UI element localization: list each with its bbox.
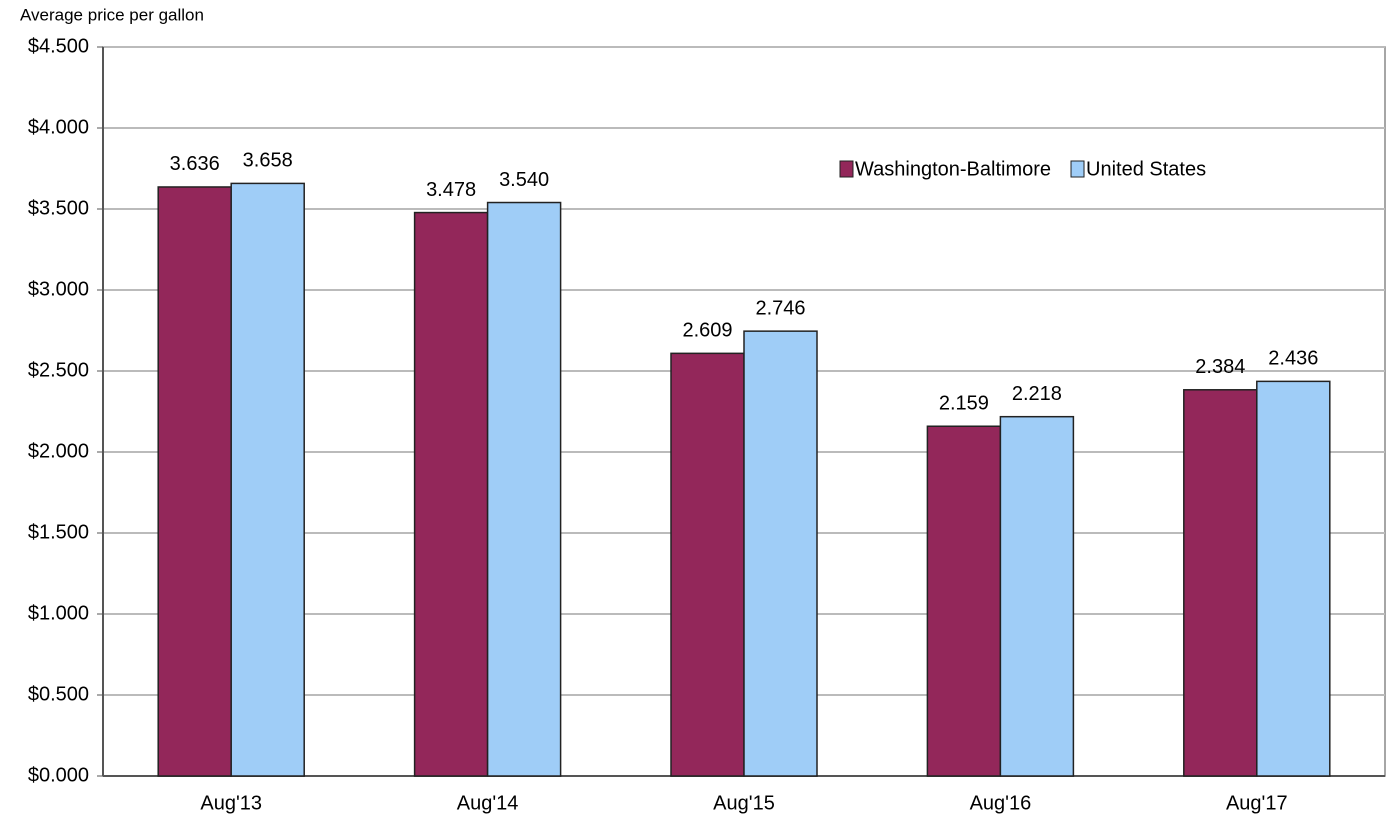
bar [1183,389,1258,777]
legend-label: United States [1086,158,1206,180]
x-tick-label: Aug'13 [200,792,262,814]
bar [157,186,232,777]
x-tick-label: Aug'14 [457,792,519,814]
data-label: 2.159 [939,393,989,415]
data-label: 2.609 [682,320,732,342]
bar [230,182,305,777]
data-label: 3.540 [499,169,549,191]
x-tick-label: Aug'17 [1226,792,1288,814]
y-tick-label: $0.000 [28,764,89,786]
data-label: 3.658 [243,150,293,172]
bar [486,201,562,777]
data-label: 3.478 [426,179,476,201]
y-tick-label: $1.000 [28,602,89,624]
x-tick-label: Aug'15 [713,792,775,814]
data-label: 2.746 [755,297,805,319]
data-label: 2.384 [1195,356,1245,378]
bar [1256,380,1331,777]
bar [999,415,1075,777]
bar [926,425,1002,777]
y-tick-label: $0.500 [28,683,89,705]
data-label: 2.436 [1268,348,1318,370]
y-tick-label: $2.000 [28,440,89,462]
y-tick-label: $3.500 [28,197,89,219]
y-tick-label: $3.000 [28,278,89,300]
y-tick-label: $4.000 [28,116,89,138]
bar [413,211,489,777]
data-label: 3.636 [170,153,220,175]
y-tick-label: $4.500 [28,35,89,57]
bar [743,330,818,777]
legend-swatch [1070,160,1085,178]
x-tick-label: Aug'16 [970,792,1032,814]
bar [670,352,745,777]
y-axis-label: Average price per gallon [20,5,204,24]
data-label: 2.218 [1012,383,1062,405]
y-tick-label: $1.500 [28,521,89,543]
y-tick-label: $2.500 [28,359,89,381]
legend-label: Washington-Baltimore [855,158,1051,180]
legend-swatch [839,160,854,178]
